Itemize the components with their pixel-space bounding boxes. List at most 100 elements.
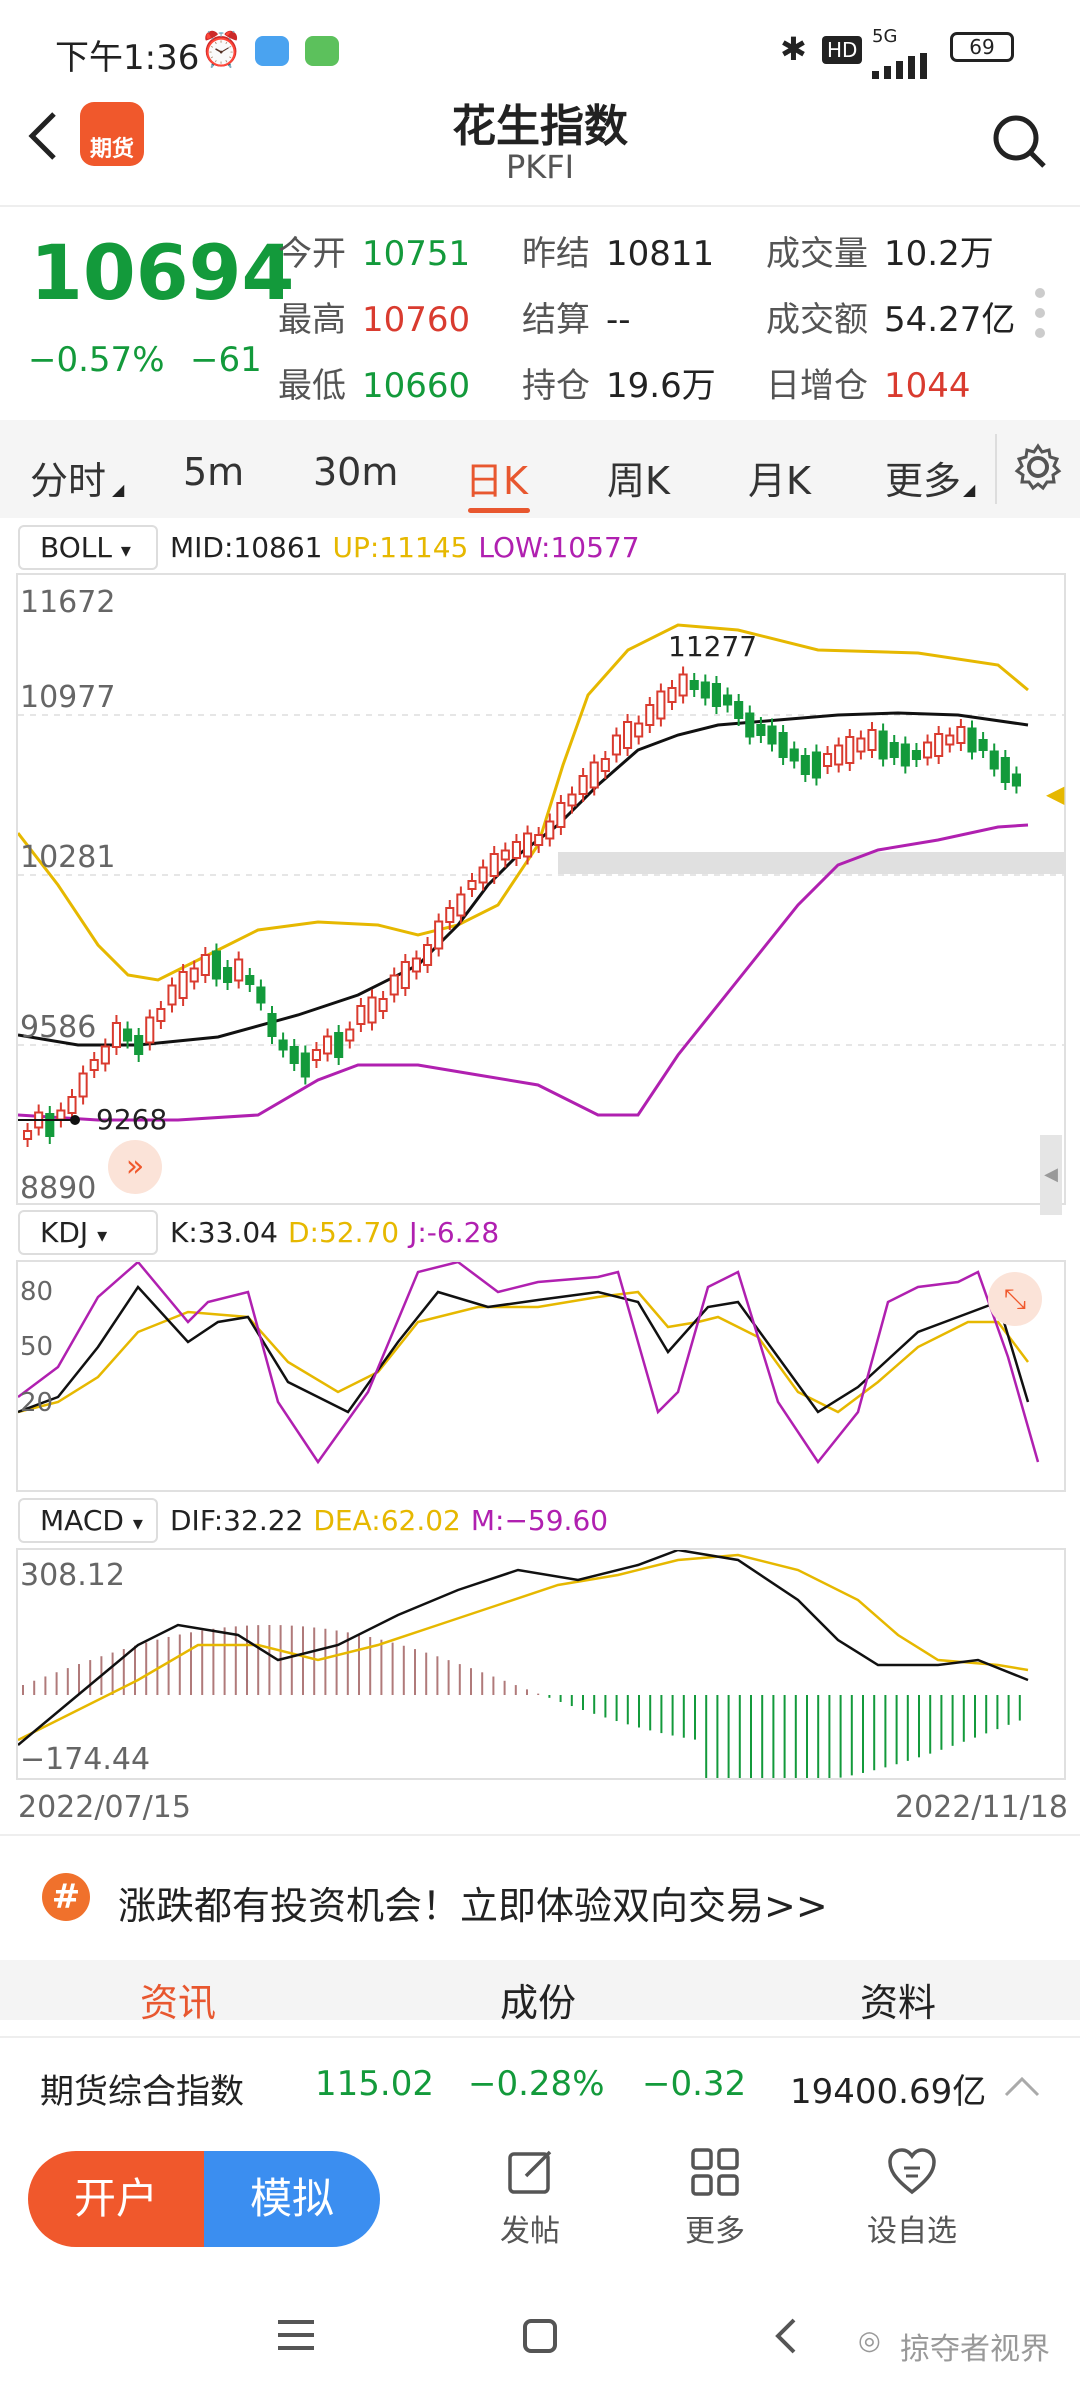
promo-banner[interactable]: # 涨跌都有投资机会！立即体验双向交易>>	[0, 1845, 1080, 1955]
candle-body	[45, 1113, 55, 1137]
candle-body	[411, 957, 421, 973]
candle-body	[956, 726, 966, 744]
ticker-price: 115.02	[315, 2064, 434, 2104]
fullscreen-expand-icon[interactable]: ⤡	[988, 1272, 1042, 1326]
chevron-down-icon: ▾	[132, 1510, 143, 1535]
macd-m: M:−59.60	[470, 1503, 609, 1537]
macd-svg	[18, 1550, 1029, 1778]
menu-icon[interactable]	[276, 2318, 316, 2356]
kline-high-marker: 11277	[668, 630, 758, 663]
candle-body	[234, 958, 244, 982]
kline-y-label: 10977	[20, 680, 116, 715]
quote-high: 最高 10760	[278, 300, 471, 340]
kline-y-label: 9586	[20, 1010, 97, 1045]
candle-body	[567, 793, 577, 807]
kline-y-label: 11672	[20, 585, 116, 620]
macd-chart[interactable]: 308.12 −174.44	[16, 1548, 1066, 1780]
composite-index-ticker[interactable]: 期货综合指数 115.02 −0.28% −0.32 19400.69亿	[0, 2036, 1080, 2128]
candle-body	[367, 996, 377, 1024]
ticker-percent: −0.28%	[468, 2064, 605, 2104]
more-label: 更多	[685, 2214, 745, 2249]
subtab-profile[interactable]: 资料	[860, 1981, 937, 2025]
tab-week-k[interactable]: 周K	[607, 459, 670, 503]
expand-history-icon[interactable]: »	[108, 1140, 162, 1194]
price-band-highlight	[558, 852, 1064, 874]
kdj-indicator-row: KDJ ▾ K:33.04 D:52.70 J:-6.28	[18, 1209, 499, 1255]
subtab-components[interactable]: 成份	[500, 1981, 577, 2025]
dropdown-triangle-icon: ◢	[963, 480, 976, 499]
boll-up: UP:11145	[332, 530, 469, 564]
quote-low: 最低 10660	[278, 366, 471, 406]
candle-body	[500, 849, 510, 861]
candle-body	[456, 893, 466, 917]
boll-indicator-row: BOLL ▾ MID:10861 UP:11145 LOW:10577	[18, 524, 640, 570]
kline-chart[interactable]: 11672 10977 10281 9586 8890 11277 9268 »…	[16, 573, 1066, 1215]
candle-body	[989, 750, 999, 770]
simulate-button[interactable]: 模拟	[204, 2151, 380, 2247]
post-button[interactable]: 发帖	[460, 2146, 600, 2250]
candle-body	[300, 1052, 310, 1078]
candle-body	[23, 1130, 33, 1140]
more-button[interactable]: 更多	[645, 2146, 785, 2250]
quote-daily-oi-change: 日增仓 1044	[766, 366, 971, 406]
candle-body	[867, 729, 877, 751]
macd-y-bottom: −174.44	[20, 1742, 151, 1777]
candle-body	[534, 834, 544, 846]
candle-body	[111, 1022, 121, 1048]
futures-logo: 期货	[80, 102, 144, 166]
subtab-news[interactable]: 资讯	[140, 1981, 217, 2025]
tab-timeshare[interactable]: 分时	[30, 459, 107, 503]
quote-prev-settle: 昨结 10811	[522, 234, 715, 274]
ticker-change: −0.32	[642, 2064, 747, 2104]
hash-icon: #	[42, 1873, 90, 1921]
back-icon[interactable]	[22, 106, 62, 170]
kdj-chart[interactable]: 80 50 20 ⤡	[16, 1260, 1066, 1492]
candle-body	[423, 944, 433, 966]
kdj-y-label: 80	[20, 1277, 54, 1307]
chevron-up-icon[interactable]	[1002, 2068, 1042, 2108]
kline-svg	[18, 623, 1064, 1147]
candle-body	[389, 974, 399, 996]
home-icon[interactable]	[522, 2318, 558, 2358]
more-vertical-icon[interactable]	[1032, 285, 1048, 345]
back-nav-icon[interactable]	[772, 2316, 802, 2360]
boll-low: LOW:10577	[478, 530, 640, 564]
message-app-icon	[255, 36, 289, 66]
candle-body	[78, 1072, 88, 1098]
candle-body	[834, 744, 844, 766]
search-icon[interactable]	[990, 112, 1050, 176]
date-start: 2022/07/15	[18, 1790, 191, 1825]
kdj-selector[interactable]: KDJ ▾	[18, 1209, 158, 1255]
quote-turnover: 成交额 54.27亿	[766, 300, 1016, 340]
candle-body	[545, 820, 555, 840]
candle-body	[756, 724, 766, 736]
hd-badge: HD	[822, 36, 863, 64]
macd-selector[interactable]: MACD ▾	[18, 1497, 158, 1543]
add-watchlist-button[interactable]: 设自选	[842, 2146, 982, 2250]
candle-body	[623, 721, 633, 749]
side-drawer-handle[interactable]: ◀	[1040, 1135, 1062, 1215]
candle-body	[845, 736, 855, 764]
change-percent: −0.57%	[28, 340, 165, 380]
boll-selector[interactable]: BOLL ▾	[18, 524, 158, 570]
candle-body	[256, 986, 266, 1004]
tab-5m[interactable]: 5m	[183, 450, 245, 494]
settings-gear-icon[interactable]	[1013, 442, 1063, 496]
candle-body	[667, 687, 677, 703]
candle-body	[934, 733, 944, 757]
signal-icon	[872, 48, 932, 88]
macd-y-top: 308.12	[20, 1558, 125, 1593]
info-subtabs: 资讯 成份 资料	[0, 1960, 1080, 2025]
tab-30m[interactable]: 30m	[313, 450, 399, 494]
boll-mid: MID:10861	[170, 530, 323, 564]
candle-body	[145, 1016, 155, 1044]
tab-day-k[interactable]: 日K	[465, 459, 528, 503]
candle-body	[223, 967, 233, 983]
candle-body	[289, 1046, 299, 1064]
tab-separator	[995, 434, 997, 504]
open-account-button[interactable]: 开户	[28, 2151, 204, 2247]
tab-month-k[interactable]: 月K	[748, 459, 811, 503]
candle-body	[700, 681, 710, 699]
kdj-k: K:33.04	[170, 1215, 278, 1249]
tab-more[interactable]: 更多	[885, 459, 962, 503]
